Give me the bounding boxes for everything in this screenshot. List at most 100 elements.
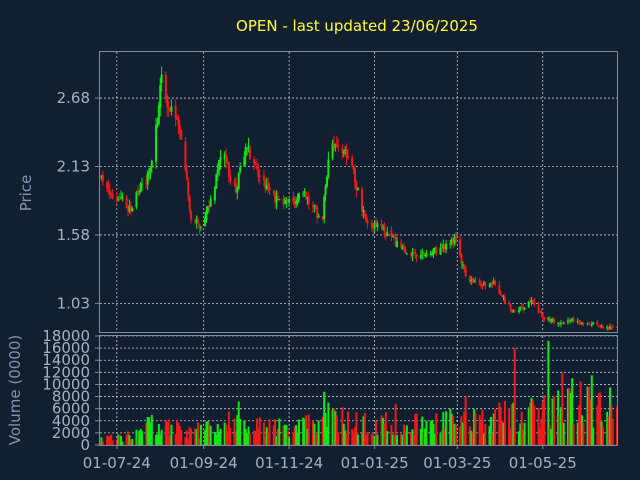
volume-bar	[166, 422, 169, 445]
volume-bar	[491, 433, 494, 445]
volume-bar	[160, 429, 163, 445]
volume-bar	[484, 423, 487, 445]
candle-body	[225, 154, 228, 162]
volume-bar	[155, 434, 158, 445]
price-tick-label: 2.68	[57, 89, 90, 107]
candle-body	[321, 216, 324, 220]
candle-body	[410, 254, 413, 256]
candle-body	[396, 241, 399, 247]
volume-bar	[471, 432, 474, 445]
volume-bar	[111, 440, 114, 445]
volume-bar	[213, 431, 216, 445]
volume-bar	[136, 437, 139, 445]
volume-bar	[288, 437, 291, 445]
candle-body	[176, 117, 179, 120]
candle-body	[365, 215, 368, 221]
date-tick-label: 01-05-25	[509, 454, 577, 472]
candle-body	[234, 183, 237, 193]
candle-body	[167, 106, 170, 108]
volume-bar	[334, 411, 337, 445]
volume-bar	[264, 436, 267, 445]
candle-body	[470, 279, 473, 282]
volume-bar	[141, 431, 144, 445]
candle-body	[482, 282, 485, 286]
candle-body	[148, 171, 151, 174]
candle-body	[247, 145, 250, 148]
volume-bar	[125, 434, 128, 445]
volume-bar	[459, 426, 462, 445]
volume-bar	[522, 429, 525, 445]
candle-body	[562, 322, 565, 324]
candle-body	[184, 141, 187, 171]
volume-bar	[127, 431, 130, 445]
candle-body	[529, 300, 532, 303]
volume-bar	[384, 412, 387, 445]
candle-body	[317, 216, 320, 218]
volume-bar	[601, 426, 604, 445]
volume-bar	[206, 421, 209, 445]
candle-body	[272, 191, 275, 193]
candle-body	[422, 252, 425, 255]
volume-bar	[229, 427, 232, 445]
volume-bar	[169, 435, 172, 445]
candle-body	[508, 303, 511, 305]
volume-bar	[501, 420, 504, 445]
volume-bar	[530, 397, 533, 445]
volume-bar	[118, 434, 121, 445]
candle-body	[429, 254, 432, 256]
volume-bar	[445, 411, 448, 445]
volume-bar	[561, 372, 564, 445]
candle-body	[292, 197, 295, 202]
volume-bar	[537, 407, 540, 445]
candle-body	[188, 196, 191, 211]
volume-bar	[400, 434, 403, 445]
candle-body	[432, 248, 435, 255]
volume-bar	[460, 416, 463, 445]
candle-body	[569, 319, 572, 321]
candle-body	[258, 175, 261, 177]
volume-bar	[582, 423, 585, 445]
volume-bar	[185, 430, 188, 445]
volume-bar	[600, 421, 603, 445]
volume-bar	[391, 434, 394, 445]
volume-bar	[562, 422, 565, 445]
volume-bar	[265, 427, 268, 445]
volume-bar	[297, 419, 300, 445]
candle-body	[223, 153, 226, 159]
candle-body	[510, 309, 513, 313]
candle-body	[106, 182, 109, 188]
date-tick-label: 01-03-25	[423, 454, 491, 472]
candle-body	[419, 255, 422, 258]
candle-body	[352, 167, 355, 170]
volume-bar	[576, 422, 579, 445]
candle-body	[425, 253, 428, 256]
candle-body	[474, 280, 477, 282]
candle-body	[520, 306, 523, 308]
volume-tick-label: 18000	[42, 327, 90, 345]
candle-body	[606, 327, 609, 329]
candle-body	[502, 296, 505, 298]
candle-body	[146, 173, 149, 185]
candle-body	[169, 108, 172, 112]
candle-body	[391, 236, 394, 238]
candle-body	[150, 160, 153, 168]
volume-bar	[411, 429, 414, 445]
candle-body	[459, 239, 462, 256]
volume-bar	[274, 419, 277, 445]
candle-body	[473, 281, 476, 283]
candle-body	[356, 187, 359, 191]
volume-bar	[548, 425, 551, 445]
volume-bar	[478, 415, 481, 445]
volume-bar	[361, 433, 364, 445]
volume-bar	[352, 432, 355, 445]
volume-bar	[538, 427, 541, 445]
volume-bar	[572, 423, 575, 445]
candle-body	[382, 226, 385, 228]
candle-body	[334, 144, 337, 148]
volume-tick-label: 12000	[42, 363, 90, 381]
volume-bar	[107, 435, 110, 445]
candle-body	[342, 152, 345, 154]
price-plot-frame	[99, 51, 618, 333]
candle-body	[331, 143, 334, 158]
